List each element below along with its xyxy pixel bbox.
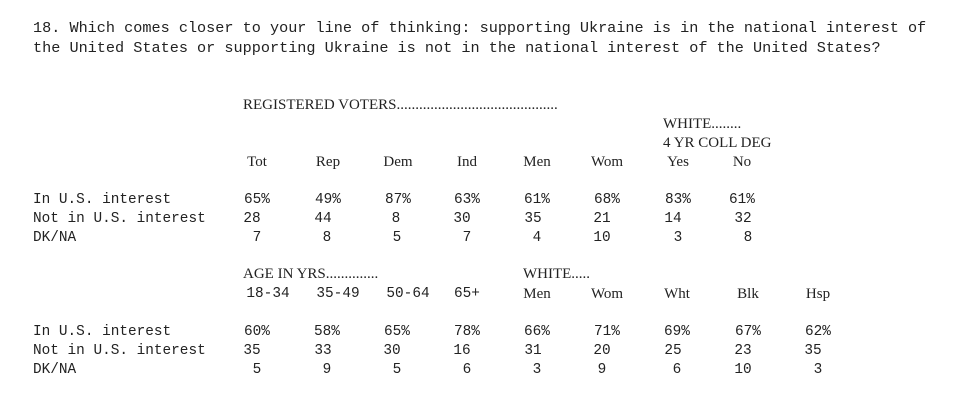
cell: 30: [453, 211, 471, 227]
cell: 9: [597, 362, 607, 378]
cell: 71%: [594, 324, 620, 340]
cell: 62%: [805, 324, 831, 340]
cell: 8: [322, 230, 332, 246]
column-header: Hsp: [805, 286, 831, 302]
cell: 35: [243, 343, 261, 359]
age-header: AGE IN YRS..............: [243, 266, 379, 282]
cell: 35: [524, 211, 542, 227]
column-header: Yes: [667, 154, 689, 170]
cell: 66%: [524, 324, 550, 340]
column-header: Tot: [247, 154, 267, 170]
column-header: No: [732, 154, 752, 170]
column-header: 18-34: [246, 286, 290, 302]
registered-voters-header: REGISTERED VOTERS.......................…: [243, 97, 558, 113]
cell: 3: [813, 362, 823, 378]
cell: 10: [734, 362, 752, 378]
cell: 6: [462, 362, 472, 378]
cell: 31: [524, 343, 542, 359]
cell: 32: [734, 211, 752, 227]
cell: 5: [252, 362, 262, 378]
cell: 63%: [454, 192, 480, 208]
column-header: Men: [523, 154, 551, 170]
row-label: Not in U.S. interest: [33, 343, 206, 359]
cell: 28: [243, 211, 261, 227]
cell: 61%: [524, 192, 550, 208]
cell: 5: [392, 362, 402, 378]
cell: 14: [664, 211, 682, 227]
column-header: Rep: [315, 154, 341, 170]
cell: 3: [532, 362, 542, 378]
cell: 6: [672, 362, 682, 378]
cell: 25: [664, 343, 682, 359]
cell: 65%: [384, 324, 410, 340]
cell: 35: [804, 343, 822, 359]
cell: 9: [322, 362, 332, 378]
cell: 4: [532, 230, 542, 246]
row-label: In U.S. interest: [33, 192, 172, 208]
column-header: 50-64: [386, 286, 430, 302]
white-header: WHITE........: [663, 116, 742, 132]
cell: 10: [593, 230, 611, 246]
cell: 23: [734, 343, 752, 359]
cell: 7: [252, 230, 262, 246]
cell: 68%: [594, 192, 620, 208]
cell: 87%: [385, 192, 411, 208]
row-label: In U.S. interest: [33, 324, 172, 340]
cell: 69%: [664, 324, 690, 340]
white-header: WHITE.....: [523, 266, 591, 282]
row-label: DK/NA: [33, 230, 77, 246]
cell: 33: [314, 343, 332, 359]
cell: 67%: [735, 324, 761, 340]
column-header: Wom: [590, 154, 624, 170]
cell: 8: [391, 211, 401, 227]
row-label: Not in U.S. interest: [33, 211, 206, 227]
row-label: DK/NA: [33, 362, 77, 378]
column-header: Blk: [737, 286, 759, 302]
column-header: Dem: [383, 154, 413, 170]
cell: 44: [314, 211, 332, 227]
cell: 61%: [729, 192, 755, 208]
cell: 49%: [315, 192, 341, 208]
cell: 20: [593, 343, 611, 359]
column-header: Ind: [457, 154, 477, 170]
question-text: 18. Which comes closer to your line of t…: [33, 19, 936, 57]
cell: 30: [383, 343, 401, 359]
cell: 8: [743, 230, 753, 246]
cell: 65%: [244, 192, 270, 208]
cell: 3: [673, 230, 683, 246]
column-header: 35-49: [316, 286, 360, 302]
cell: 21: [593, 211, 611, 227]
cell: 7: [462, 230, 472, 246]
cell: 78%: [454, 324, 480, 340]
column-header: Wht: [664, 286, 690, 302]
column-header: Men: [523, 286, 551, 302]
cell: 58%: [314, 324, 340, 340]
cell: 83%: [665, 192, 691, 208]
cell: 16: [453, 343, 471, 359]
cell: 60%: [244, 324, 270, 340]
column-header: 65+: [454, 286, 480, 302]
column-header: Wom: [590, 286, 624, 302]
cell: 5: [392, 230, 402, 246]
coll-deg-header: 4 YR COLL DEG: [663, 135, 772, 151]
